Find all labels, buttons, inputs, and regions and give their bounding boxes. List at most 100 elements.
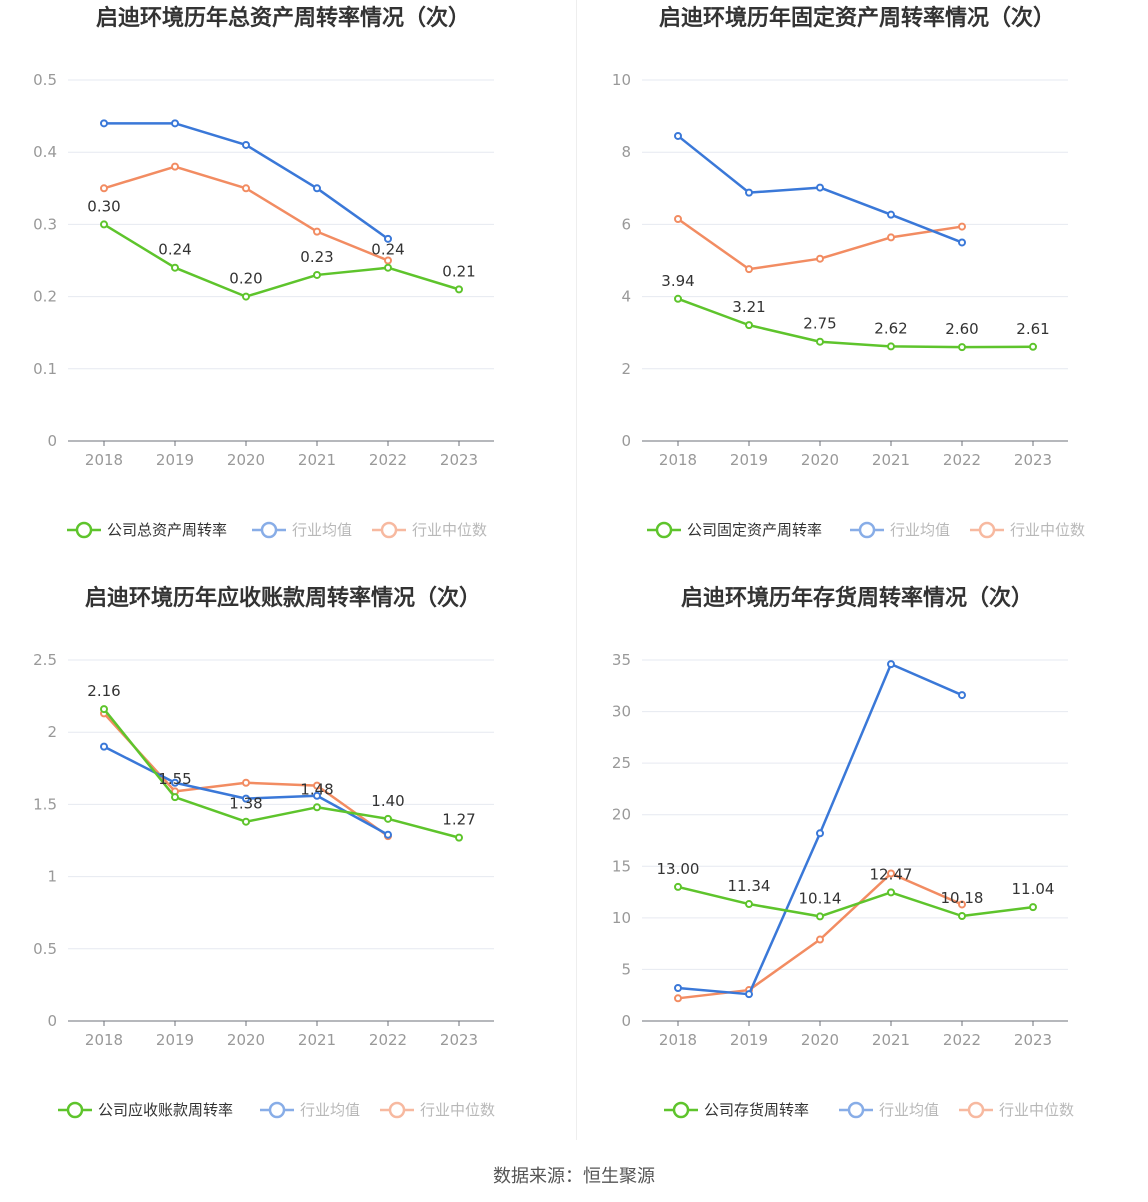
legend-item-industry-avg-series[interactable]: 行业均值 <box>839 1101 939 1119</box>
chart-svg: 启迪环境历年存货周转率情况（次） 0 5 10 15 20 25 30 35 2018 2019 20… <box>612 585 1074 1119</box>
data-point[interactable] <box>100 220 108 229</box>
chart-svg: 启迪环境历年固定资产周转率情况（次） 0 2 4 6 8 10 2018 2019 2020 202… <box>612 5 1085 539</box>
data-point[interactable] <box>816 254 824 263</box>
legend-marker <box>388 1101 406 1119</box>
data-point[interactable] <box>384 256 392 265</box>
legend-marker <box>260 521 278 539</box>
legend-label: 公司总资产周转率 <box>107 521 227 539</box>
legend-marker <box>978 521 996 539</box>
data-point[interactable] <box>674 214 682 223</box>
data-point[interactable] <box>455 833 463 842</box>
data-point[interactable] <box>1029 903 1037 912</box>
data-point[interactable] <box>958 912 966 921</box>
legend-marker <box>268 1101 286 1119</box>
data-point[interactable] <box>455 285 463 294</box>
legend-item-company-series[interactable]: 公司存货周转率 <box>664 1101 809 1119</box>
data-point[interactable] <box>887 233 895 242</box>
data-point[interactable] <box>816 183 824 192</box>
data-point[interactable] <box>958 238 966 247</box>
data-point[interactable] <box>887 342 895 351</box>
legend-item-industry-median-series[interactable]: 行业中位数 <box>372 521 487 539</box>
data-point[interactable] <box>242 140 250 149</box>
data-point[interactable] <box>100 742 108 751</box>
data-point[interactable] <box>745 188 753 197</box>
data-point[interactable] <box>674 983 682 992</box>
y-tick-label: 30 <box>612 703 631 721</box>
data-point[interactable] <box>958 343 966 352</box>
legend-label: 行业中位数 <box>412 521 487 539</box>
data-point[interactable] <box>887 210 895 219</box>
data-point[interactable] <box>887 660 895 669</box>
data-point[interactable] <box>816 337 824 346</box>
data-point[interactable] <box>313 270 321 279</box>
industry-median-series <box>100 162 392 265</box>
data-point[interactable] <box>313 803 321 812</box>
data-point[interactable] <box>171 778 179 787</box>
data-point[interactable] <box>745 321 753 330</box>
data-point[interactable] <box>816 829 824 838</box>
data-point[interactable] <box>100 184 108 193</box>
data-point[interactable] <box>171 793 179 802</box>
legend-item-industry-median-series[interactable]: 行业中位数 <box>970 521 1085 539</box>
data-point[interactable] <box>242 184 250 193</box>
data-point[interactable] <box>384 814 392 823</box>
legend: 公司固定资产周转率 行业均值 行业中位数 <box>647 521 1085 539</box>
data-point[interactable] <box>1029 342 1037 351</box>
data-label: 1.40 <box>371 792 404 810</box>
legend-marker <box>66 1101 84 1119</box>
industry-avg-series <box>674 660 966 999</box>
data-point[interactable] <box>242 817 250 826</box>
legend-label: 行业均值 <box>879 1101 939 1119</box>
legend-item-industry-median-series[interactable]: 行业中位数 <box>380 1101 495 1119</box>
data-point[interactable] <box>242 794 250 803</box>
data-point[interactable] <box>100 119 108 128</box>
data-point[interactable] <box>313 791 321 800</box>
data-point[interactable] <box>171 119 179 128</box>
data-point[interactable] <box>171 162 179 171</box>
legend-item-industry-avg-series[interactable]: 行业均值 <box>260 1101 360 1119</box>
company-series: 0.30 0.24 0.20 0.23 0.24 0.21 <box>87 197 476 301</box>
data-point[interactable] <box>171 263 179 272</box>
legend-item-industry-avg-series[interactable]: 行业均值 <box>252 521 352 539</box>
legend-item-industry-median-series[interactable]: 行业中位数 <box>959 1101 1074 1119</box>
x-tick-label: 2018 <box>85 451 123 469</box>
data-point[interactable] <box>674 131 682 140</box>
data-point[interactable] <box>887 888 895 897</box>
data-point[interactable] <box>100 705 108 714</box>
data-point[interactable] <box>384 234 392 243</box>
data-source: 数据来源：恒生聚源 <box>493 1166 655 1187</box>
data-point[interactable] <box>816 912 824 921</box>
legend-item-industry-avg-series[interactable]: 行业均值 <box>850 521 950 539</box>
data-point[interactable] <box>313 227 321 236</box>
legend-item-company-series[interactable]: 公司应收账款周转率 <box>58 1101 233 1119</box>
x-tick-label: 2019 <box>730 1031 768 1049</box>
data-point[interactable] <box>384 830 392 839</box>
data-label: 1.27 <box>442 811 475 829</box>
company-series: 13.00 11.34 10.14 12.47 10.18 11.04 <box>657 860 1054 921</box>
legend-label: 公司存货周转率 <box>704 1101 809 1119</box>
y-tick-label: 2 <box>621 360 631 378</box>
data-point[interactable] <box>384 263 392 272</box>
data-point[interactable] <box>958 222 966 231</box>
y-tick-label: 0 <box>47 432 57 450</box>
data-point[interactable] <box>313 781 321 790</box>
total-asset-turnover-chart: 启迪环境历年总资产周转率情况（次） 0 0.1 0.2 0.3 0.4 0.5 2018 201… <box>0 0 574 580</box>
data-point[interactable] <box>674 994 682 1003</box>
data-point[interactable] <box>816 935 824 944</box>
industry-avg-series <box>674 131 966 247</box>
data-point[interactable] <box>745 265 753 274</box>
data-point[interactable] <box>674 882 682 891</box>
data-point[interactable] <box>313 184 321 193</box>
legend-item-company-series[interactable]: 公司总资产周转率 <box>67 521 227 539</box>
data-point[interactable] <box>745 900 753 909</box>
data-point[interactable] <box>242 778 250 787</box>
legend-label: 行业均值 <box>292 521 352 539</box>
data-point[interactable] <box>242 292 250 301</box>
data-point[interactable] <box>958 900 966 909</box>
legend-item-company-series[interactable]: 公司固定资产周转率 <box>647 521 822 539</box>
company-series: 3.94 3.21 2.75 2.62 2.60 2.61 <box>661 272 1050 352</box>
data-point[interactable] <box>674 294 682 303</box>
data-point[interactable] <box>745 990 753 999</box>
data-point[interactable] <box>958 691 966 700</box>
data-point[interactable] <box>887 869 895 878</box>
